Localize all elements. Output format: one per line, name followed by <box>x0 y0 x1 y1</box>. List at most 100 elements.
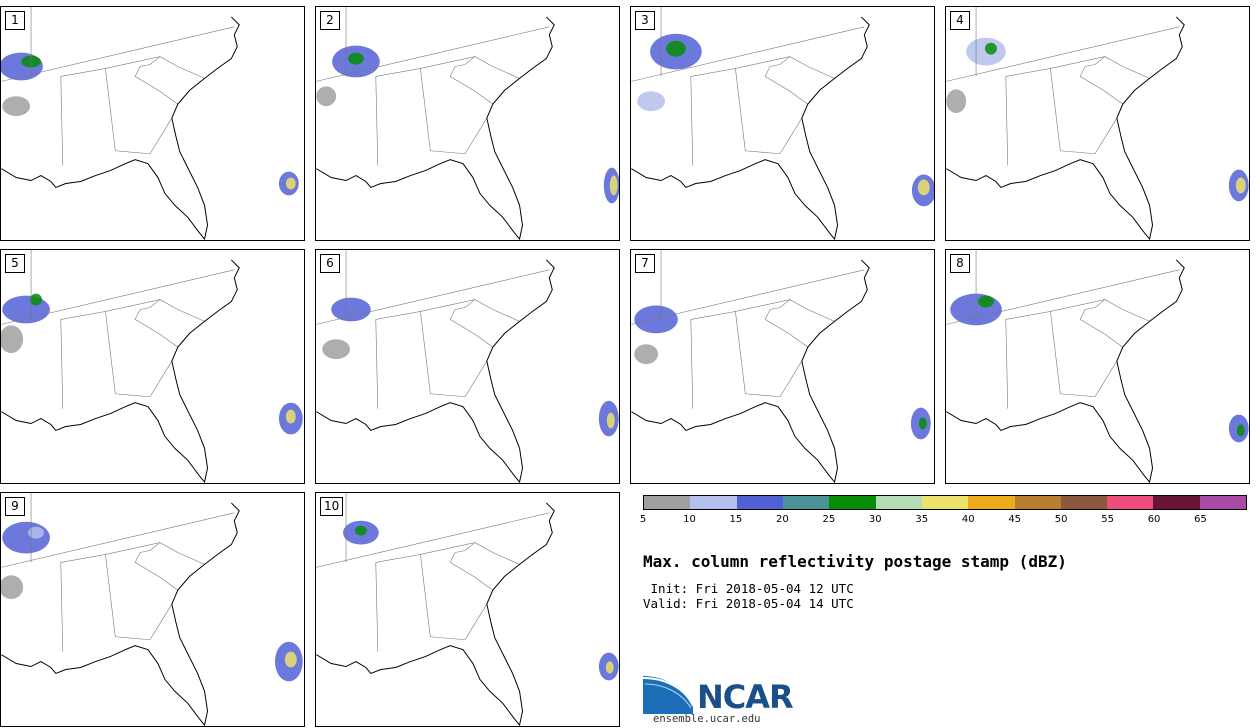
plot-title: Max. column reflectivity postage stamp (… <box>643 552 1067 571</box>
colorbar-segment <box>921 496 969 509</box>
colorbar-ticks: 5 10 15 20 25 30 35 40 45 50 55 60 65 <box>640 514 1247 528</box>
state-border <box>946 26 1180 82</box>
colorbar-segment <box>690 496 737 509</box>
coastline <box>631 259 870 483</box>
colorbar-tick-label: 35 <box>915 514 929 525</box>
reflectivity-map <box>631 7 934 240</box>
state-border <box>690 76 694 166</box>
member-panel: 5 <box>0 249 305 484</box>
colorbar-tick-label: 60 <box>1147 514 1161 525</box>
colorbar-segment <box>1153 496 1200 509</box>
state-border <box>449 299 493 348</box>
coastline <box>1 502 240 726</box>
colorbar-tick-label: 30 <box>868 514 882 525</box>
colorbar-tick-label: 25 <box>822 514 836 525</box>
state-border <box>420 56 520 79</box>
state-border <box>375 76 379 166</box>
coastline <box>316 16 555 240</box>
state-border <box>60 554 173 641</box>
coastline <box>946 259 1185 483</box>
reflectivity-echo <box>28 526 44 539</box>
member-panel: 7 <box>630 249 935 484</box>
member-panel: 4 <box>945 6 1250 241</box>
reflectivity-echo <box>605 661 614 674</box>
colorbar-tick-label: 55 <box>1101 514 1114 525</box>
state-border <box>735 56 835 79</box>
reflectivity-echo <box>637 91 666 112</box>
reflectivity-echo <box>634 344 659 365</box>
state-border <box>735 299 835 322</box>
state-border <box>1079 56 1123 105</box>
colorbar-segment <box>1060 496 1108 509</box>
colorbar-tick-label: 20 <box>776 514 789 525</box>
state-border <box>134 542 178 591</box>
coastline <box>1 259 240 483</box>
state-border <box>316 26 550 82</box>
coastline <box>946 16 1185 240</box>
state-border <box>449 542 493 591</box>
member-number: 1 <box>5 11 25 30</box>
state-border <box>631 269 865 325</box>
state-border <box>105 299 205 322</box>
state-border <box>1005 76 1009 166</box>
state-border <box>60 562 64 652</box>
state-border <box>375 311 488 398</box>
reflectivity-map <box>316 250 619 483</box>
member-number: 10 <box>320 497 344 516</box>
colorbar-tick-label: 10 <box>683 514 696 525</box>
reflectivity-echo <box>609 175 618 196</box>
state-border <box>375 319 379 409</box>
state-border <box>105 56 205 79</box>
state-border <box>60 311 173 398</box>
reflectivity-echo <box>331 297 371 322</box>
reflectivity-map <box>946 250 1249 483</box>
state-border <box>60 319 64 409</box>
reflectivity-map <box>1 7 299 240</box>
state-border <box>946 269 1180 325</box>
state-border <box>375 562 379 652</box>
reflectivity-colorbar <box>643 495 1247 510</box>
state-border <box>60 68 173 155</box>
reflectivity-echo <box>606 412 615 429</box>
reflectivity-map <box>631 250 931 483</box>
member-panel: 6 <box>315 249 620 484</box>
member-panel: 8 <box>945 249 1250 484</box>
colorbar-tick-label: 50 <box>1054 514 1068 525</box>
member-panel: 9 <box>0 492 305 727</box>
colorbar-tick-label: 40 <box>961 514 975 525</box>
member-number: 8 <box>950 254 970 273</box>
reflectivity-map <box>1 250 303 483</box>
state-border <box>1005 68 1118 155</box>
reflectivity-echo <box>285 409 296 424</box>
reflectivity-echo <box>30 293 42 306</box>
state-border <box>420 299 520 322</box>
member-number: 2 <box>320 11 340 30</box>
coastline <box>316 502 555 726</box>
reflectivity-echo <box>284 651 297 668</box>
reflectivity-echo <box>2 96 31 117</box>
reflectivity-map <box>316 7 619 240</box>
reflectivity-echo <box>917 179 930 196</box>
member-number: 5 <box>5 254 25 273</box>
state-border <box>1005 319 1009 409</box>
state-border <box>105 542 205 565</box>
colorbar-segment <box>644 496 691 509</box>
reflectivity-echo <box>348 52 364 65</box>
member-panel: 3 <box>630 6 935 241</box>
colorbar-segment <box>1107 496 1154 509</box>
colorbar-tick-label: 65 <box>1194 514 1207 525</box>
member-panel: 10 <box>315 492 620 727</box>
valid-time: Valid: Fri 2018-05-04 14 UTC <box>643 596 854 611</box>
colorbar-segment <box>968 496 1015 509</box>
state-border <box>1050 56 1150 79</box>
reflectivity-echo <box>1 325 24 354</box>
reflectivity-echo <box>1 575 24 600</box>
reflectivity-echo <box>946 89 967 114</box>
reflectivity-echo <box>1235 177 1246 194</box>
state-border <box>60 76 64 166</box>
reflectivity-echo <box>666 40 686 57</box>
member-number: 4 <box>950 11 970 30</box>
coastline <box>631 16 870 240</box>
member-number: 3 <box>635 11 655 30</box>
state-border <box>1 512 235 568</box>
